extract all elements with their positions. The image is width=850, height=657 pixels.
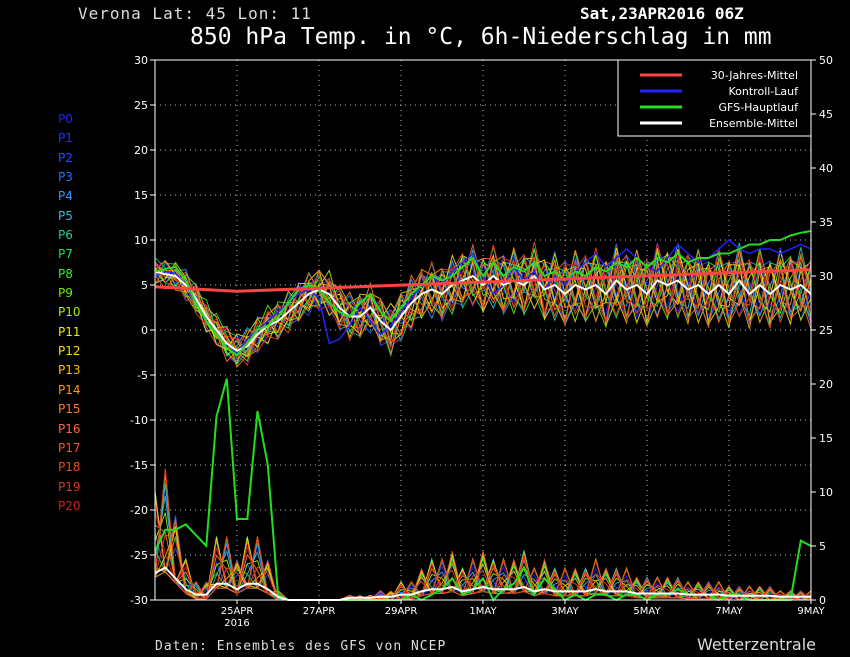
- x-tick-sublabel: 2016: [224, 618, 249, 629]
- y-tick-label: 10: [134, 234, 148, 247]
- member-label: P16: [58, 421, 81, 436]
- x-tick-label: 1MAY: [469, 606, 497, 617]
- x-tick-label: 9MAY: [797, 606, 825, 617]
- member-label: P5: [58, 208, 73, 223]
- x-tick-label: 27APR: [303, 606, 336, 617]
- y2-tick-label: 15: [819, 432, 833, 445]
- y2-tick-label: 5: [819, 540, 826, 553]
- x-tick-label: 3MAY: [551, 606, 579, 617]
- member-label: P7: [58, 247, 73, 262]
- legend-label: GFS-Hauptlauf: [718, 101, 799, 114]
- legend-label: Ensemble-Mittel: [709, 117, 798, 130]
- member-label: P11: [58, 324, 81, 339]
- member-label: P2: [58, 150, 73, 165]
- y2-tick-label: 25: [819, 324, 833, 337]
- x-tick-label: 7MAY: [715, 606, 743, 617]
- member-list: P0 P1 P2 P3 P4 P5 P6 P7 P8 P9 P10 P11 P12 P13 P14 P15 P1…: [58, 110, 81, 516]
- member-label: P4: [58, 189, 73, 204]
- member-temp-line: [154, 247, 812, 351]
- y-tick-label: 25: [134, 99, 148, 112]
- y-tick-label: 5: [141, 279, 148, 292]
- y2-tick-label: 45: [819, 108, 833, 121]
- legend-label: 30-Jahres-Mittel: [711, 69, 798, 82]
- x-tick-label: 29APR: [385, 606, 418, 617]
- y-tick-label: 20: [134, 144, 148, 157]
- member-precip-line: [154, 519, 811, 601]
- member-label: P8: [58, 266, 73, 281]
- ensemble-precip-line: [154, 566, 811, 601]
- y-axis-right: 0 5 10 15 20 25 30 35 40 45 50: [811, 54, 833, 607]
- y-tick-label: -20: [130, 504, 148, 517]
- x-tick-label: 25APR: [221, 606, 254, 617]
- y-tick-label: 0: [141, 324, 148, 337]
- member-label: P18: [58, 460, 81, 475]
- chart-title: 850 hPa Temp. in °C, 6h-Niederschlag in …: [190, 24, 772, 50]
- y-tick-label: 30: [134, 54, 148, 67]
- legend: 30-Jahres-Mittel Kontroll-Lauf GFS-Hauptla…: [617, 59, 812, 137]
- location-label: Verona Lat: 45 Lon: 11: [78, 4, 312, 23]
- y-tick-label: -10: [130, 414, 148, 427]
- member-temp-line: [154, 244, 812, 367]
- chart-grid: [155, 60, 811, 600]
- member-label: P19: [58, 479, 81, 494]
- highlight-series: [154, 230, 812, 602]
- member-label: P10: [58, 305, 81, 320]
- y2-tick-label: 0: [819, 594, 826, 607]
- member-precip-line: [154, 474, 812, 601]
- y2-tick-label: 35: [819, 216, 833, 229]
- y2-tick-label: 50: [819, 54, 833, 67]
- run-time-label: Sat,23APR2016 06Z: [580, 4, 744, 23]
- member-label: P20: [58, 498, 81, 513]
- member-label: P9: [58, 286, 73, 301]
- y-tick-label: 15: [134, 189, 148, 202]
- ensemble-temp-line: [154, 270, 812, 352]
- member-label: P13: [58, 363, 81, 378]
- member-label: P15: [58, 402, 81, 417]
- member-label: P6: [58, 228, 73, 243]
- climate-mean-line: [154, 268, 812, 293]
- y2-tick-label: 10: [819, 486, 833, 499]
- member-label: P1: [58, 131, 73, 146]
- member-label: P12: [58, 344, 81, 359]
- member-temp-line: [154, 247, 812, 360]
- member-label: P14: [58, 382, 81, 397]
- x-tick-label: 5MAY: [633, 606, 661, 617]
- legend-label: Kontroll-Lauf: [729, 85, 800, 98]
- y-tick-label: -30: [130, 594, 148, 607]
- brand-label: Wetterzentrale: [697, 635, 817, 654]
- y-tick-label: -25: [130, 549, 148, 562]
- y2-tick-label: 30: [819, 270, 833, 283]
- y-axis-left: -30 -25 -20 -15 -10 -5 0 5 10 15 20 25 30: [130, 54, 155, 607]
- y2-tick-label: 40: [819, 162, 833, 175]
- member-temp-line: [154, 249, 812, 368]
- data-source: Daten: Ensembles des GFS von NCEP: [155, 639, 447, 654]
- y2-tick-label: 20: [819, 378, 833, 391]
- member-label: P3: [58, 170, 73, 185]
- member-label: P0: [58, 112, 73, 126]
- y-tick-label: -5: [137, 369, 148, 382]
- gfs-temp-line: [154, 230, 812, 357]
- y-tick-label: -15: [130, 459, 148, 472]
- member-label: P17: [58, 440, 81, 455]
